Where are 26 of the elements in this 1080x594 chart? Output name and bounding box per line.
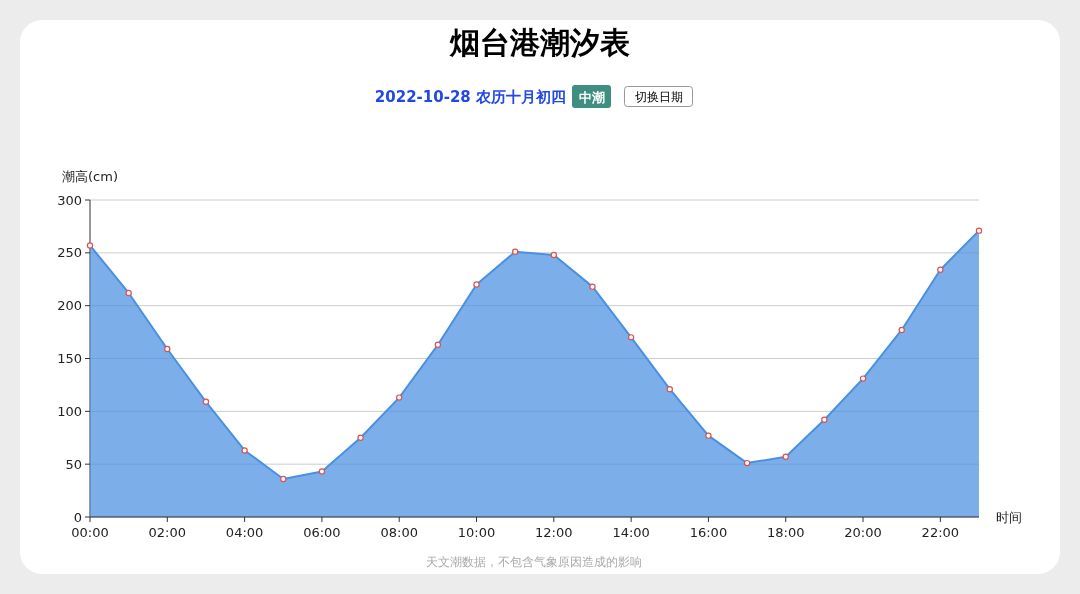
y-tick-label: 0 — [73, 509, 82, 525]
chart-title: 烟台港潮汐表 — [449, 25, 630, 60]
x-tick-label: 02:00 — [148, 525, 187, 540]
x-tick-label: 00:00 — [71, 525, 109, 540]
x-tick-label: 20:00 — [844, 525, 882, 540]
x-tick-label: 12:00 — [535, 525, 573, 540]
x-tick-label: 22:00 — [921, 525, 960, 540]
chart-subtitle: 2022-10-28 农历十月初四 — [374, 88, 566, 106]
text: 天文潮数据，不包含气象原因造成的影响 — [426, 555, 642, 569]
y-axis-title: 潮高(cm) — [62, 169, 118, 184]
x-tick-label: 04:00 — [225, 525, 264, 540]
text: 中潮 — [578, 90, 605, 105]
y-tick-label: 250 — [57, 245, 82, 261]
x-tick-label: 10:00 — [457, 525, 496, 540]
x-tick-label: 16:00 — [689, 525, 728, 540]
x-tick-label: 08:00 — [380, 525, 418, 540]
y-tick-label: 50 — [65, 456, 82, 472]
y-tick-label: 300 — [57, 192, 82, 208]
y-tick-label: 100 — [57, 403, 82, 419]
x-axis-title: 时间 — [996, 510, 1022, 525]
y-tick-label: 150 — [57, 351, 82, 366]
x-tick-label: 14:00 — [612, 525, 650, 540]
x-tick-label: 06:00 — [303, 525, 341, 540]
text: 切换日期 — [634, 90, 683, 104]
x-tick-label: 18:00 — [767, 525, 805, 540]
y-tick-label: 200 — [57, 298, 82, 314]
